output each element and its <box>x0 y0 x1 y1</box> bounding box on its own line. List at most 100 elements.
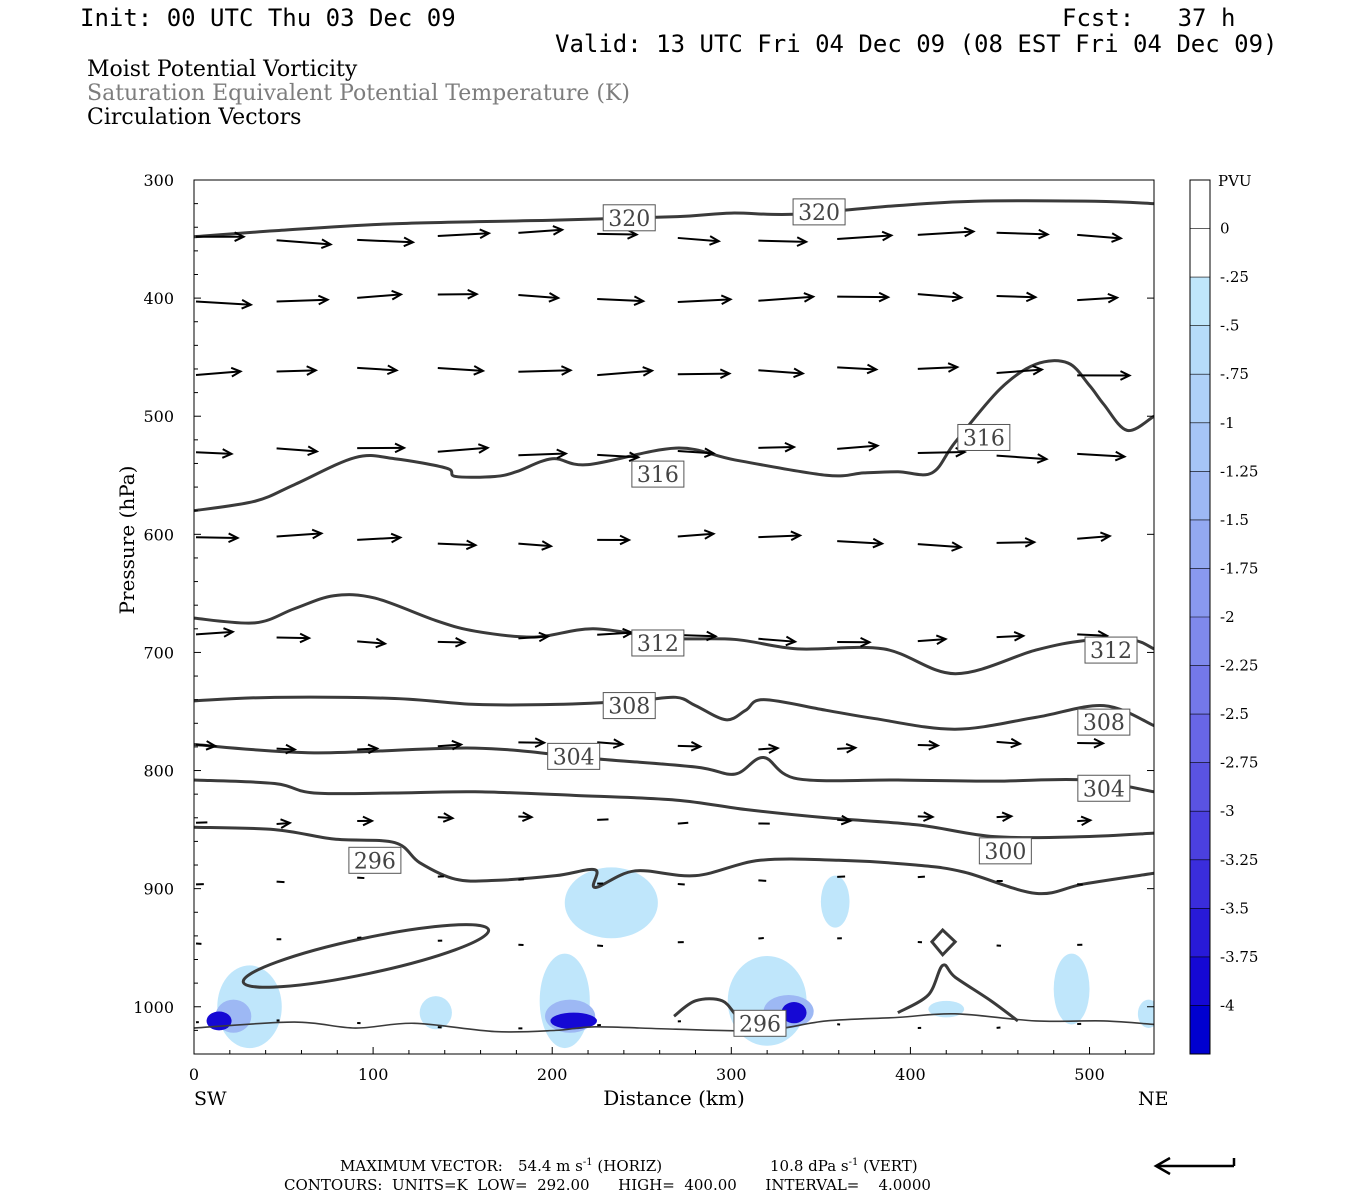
max-vector-vert: 10.8 dPa s-1 (VERT) <box>770 1157 918 1175</box>
wind-vector <box>917 362 960 373</box>
wind-vector <box>837 291 891 303</box>
wind-vector <box>597 366 655 377</box>
wind-vector <box>758 441 797 453</box>
contour-line-296 <box>194 825 1154 896</box>
wind-vector <box>917 541 964 552</box>
svg-text:308: 308 <box>1083 711 1125 736</box>
contour-label: 296 <box>733 1009 787 1037</box>
wind-vector <box>917 291 964 303</box>
y-tick-label: 800 <box>143 762 174 781</box>
contour-line-308 <box>194 695 1154 731</box>
wind-vector <box>597 738 625 749</box>
wind-vector <box>917 226 976 238</box>
x-axis-label: Distance (km) <box>603 1086 745 1110</box>
y-tick-label: 600 <box>143 525 174 544</box>
contour-line-320 <box>194 199 1154 239</box>
contour-label: 316 <box>957 423 1011 451</box>
y-tick-label: 400 <box>143 289 174 308</box>
wind-vector <box>276 238 333 250</box>
wind-vector <box>758 292 816 303</box>
colorbar-title: PVU <box>1218 172 1252 190</box>
colorbar-label: -4 <box>1220 996 1235 1014</box>
wind-vector <box>276 743 298 755</box>
wind-vector <box>758 743 780 754</box>
wind-vector <box>518 448 569 460</box>
wind-vector <box>357 743 380 755</box>
y-tick-label: 500 <box>143 407 174 426</box>
colorbar-label: -3.25 <box>1220 851 1258 869</box>
wind-vector <box>357 236 416 248</box>
wind-vector <box>837 636 872 648</box>
colorbar-label: -3 <box>1220 802 1235 820</box>
wind-vector <box>1077 370 1132 381</box>
contour-info: CONTOURS: UNITS=K LOW= 292.00 HIGH= 400.… <box>284 1176 931 1194</box>
wind-vector <box>677 821 689 825</box>
wind-vector <box>677 529 716 540</box>
x-tick-label: 500 <box>1074 1065 1105 1084</box>
colorbar-label: 0 <box>1220 220 1230 238</box>
colorbar-label: -2.5 <box>1220 705 1249 723</box>
wind-vector <box>195 298 254 310</box>
svg-text:320: 320 <box>608 207 650 232</box>
x-left-label: SW <box>194 1088 227 1110</box>
svg-text:296: 296 <box>739 1012 781 1037</box>
wind-vector <box>437 539 478 551</box>
contour-line-316 <box>194 359 1154 513</box>
svg-text:308: 308 <box>608 695 650 720</box>
wind-vector <box>917 811 935 822</box>
wind-vector <box>996 737 1023 749</box>
wind-vector <box>357 364 399 376</box>
colorbar-label: -3.5 <box>1220 899 1249 917</box>
colorbar-label: -2.25 <box>1220 657 1258 675</box>
x-tick-label: 100 <box>358 1065 389 1084</box>
contour-line-296 <box>194 1012 1154 1033</box>
wind-vector <box>437 637 467 648</box>
vector-layer <box>195 225 1132 1030</box>
wind-vector <box>1077 815 1093 827</box>
colorbar-bin <box>1190 859 1210 909</box>
wind-vector <box>996 228 1050 240</box>
pv-region <box>1053 953 1090 1025</box>
colorbar-bin <box>1190 277 1210 327</box>
wind-vector <box>276 365 319 376</box>
contour-label: 320 <box>792 198 846 226</box>
wind-vector <box>597 451 641 463</box>
colorbar-bin <box>1190 1005 1210 1055</box>
colorbar-bin <box>1190 568 1210 618</box>
colorbar-bin <box>1190 617 1210 667</box>
y-tick-label: 900 <box>143 880 174 899</box>
contour-line-304 <box>194 743 1154 794</box>
y-tick-label: 700 <box>143 643 174 662</box>
wind-vector <box>996 291 1038 303</box>
wind-vector <box>518 365 573 376</box>
contour-line-300 <box>194 778 1154 840</box>
init-time: Init: 00 UTC Thu 03 Dec 09 <box>80 4 456 32</box>
wind-vector <box>1077 450 1127 462</box>
pv-region <box>550 1012 597 1030</box>
svg-text:300: 300 <box>984 840 1026 865</box>
field-title-vectors: Circulation Vectors <box>87 105 302 130</box>
wind-vector <box>837 441 880 452</box>
colorbar-bin <box>1190 762 1210 812</box>
contour-label: 304 <box>547 742 601 770</box>
wind-vector <box>917 875 925 879</box>
wind-vector <box>1077 738 1106 749</box>
svg-text:312: 312 <box>637 632 679 657</box>
colorbar-bin <box>1190 228 1210 278</box>
colorbar-label: -1.75 <box>1220 559 1258 577</box>
wind-vector <box>437 812 455 823</box>
max-vector-horiz: 54.4 m s-1 (HORIZ) <box>518 1157 663 1175</box>
pv-region <box>564 867 658 939</box>
wind-vector <box>1077 531 1112 543</box>
colorbar-bin <box>1190 908 1210 958</box>
wind-vector <box>597 818 609 821</box>
valid-time: Valid: 13 UTC Fri 04 Dec 09 (08 EST Fri … <box>555 30 1278 58</box>
x-tick-label: 0 <box>189 1065 199 1084</box>
contour-label: 296 <box>348 846 402 874</box>
svg-text:320: 320 <box>798 201 840 226</box>
wind-vector <box>518 225 565 236</box>
wind-vector <box>195 532 240 544</box>
field-title-thetae: Saturation Equivalent Potential Temperat… <box>87 81 630 106</box>
wind-vector <box>276 818 293 829</box>
wind-vector <box>437 228 492 239</box>
